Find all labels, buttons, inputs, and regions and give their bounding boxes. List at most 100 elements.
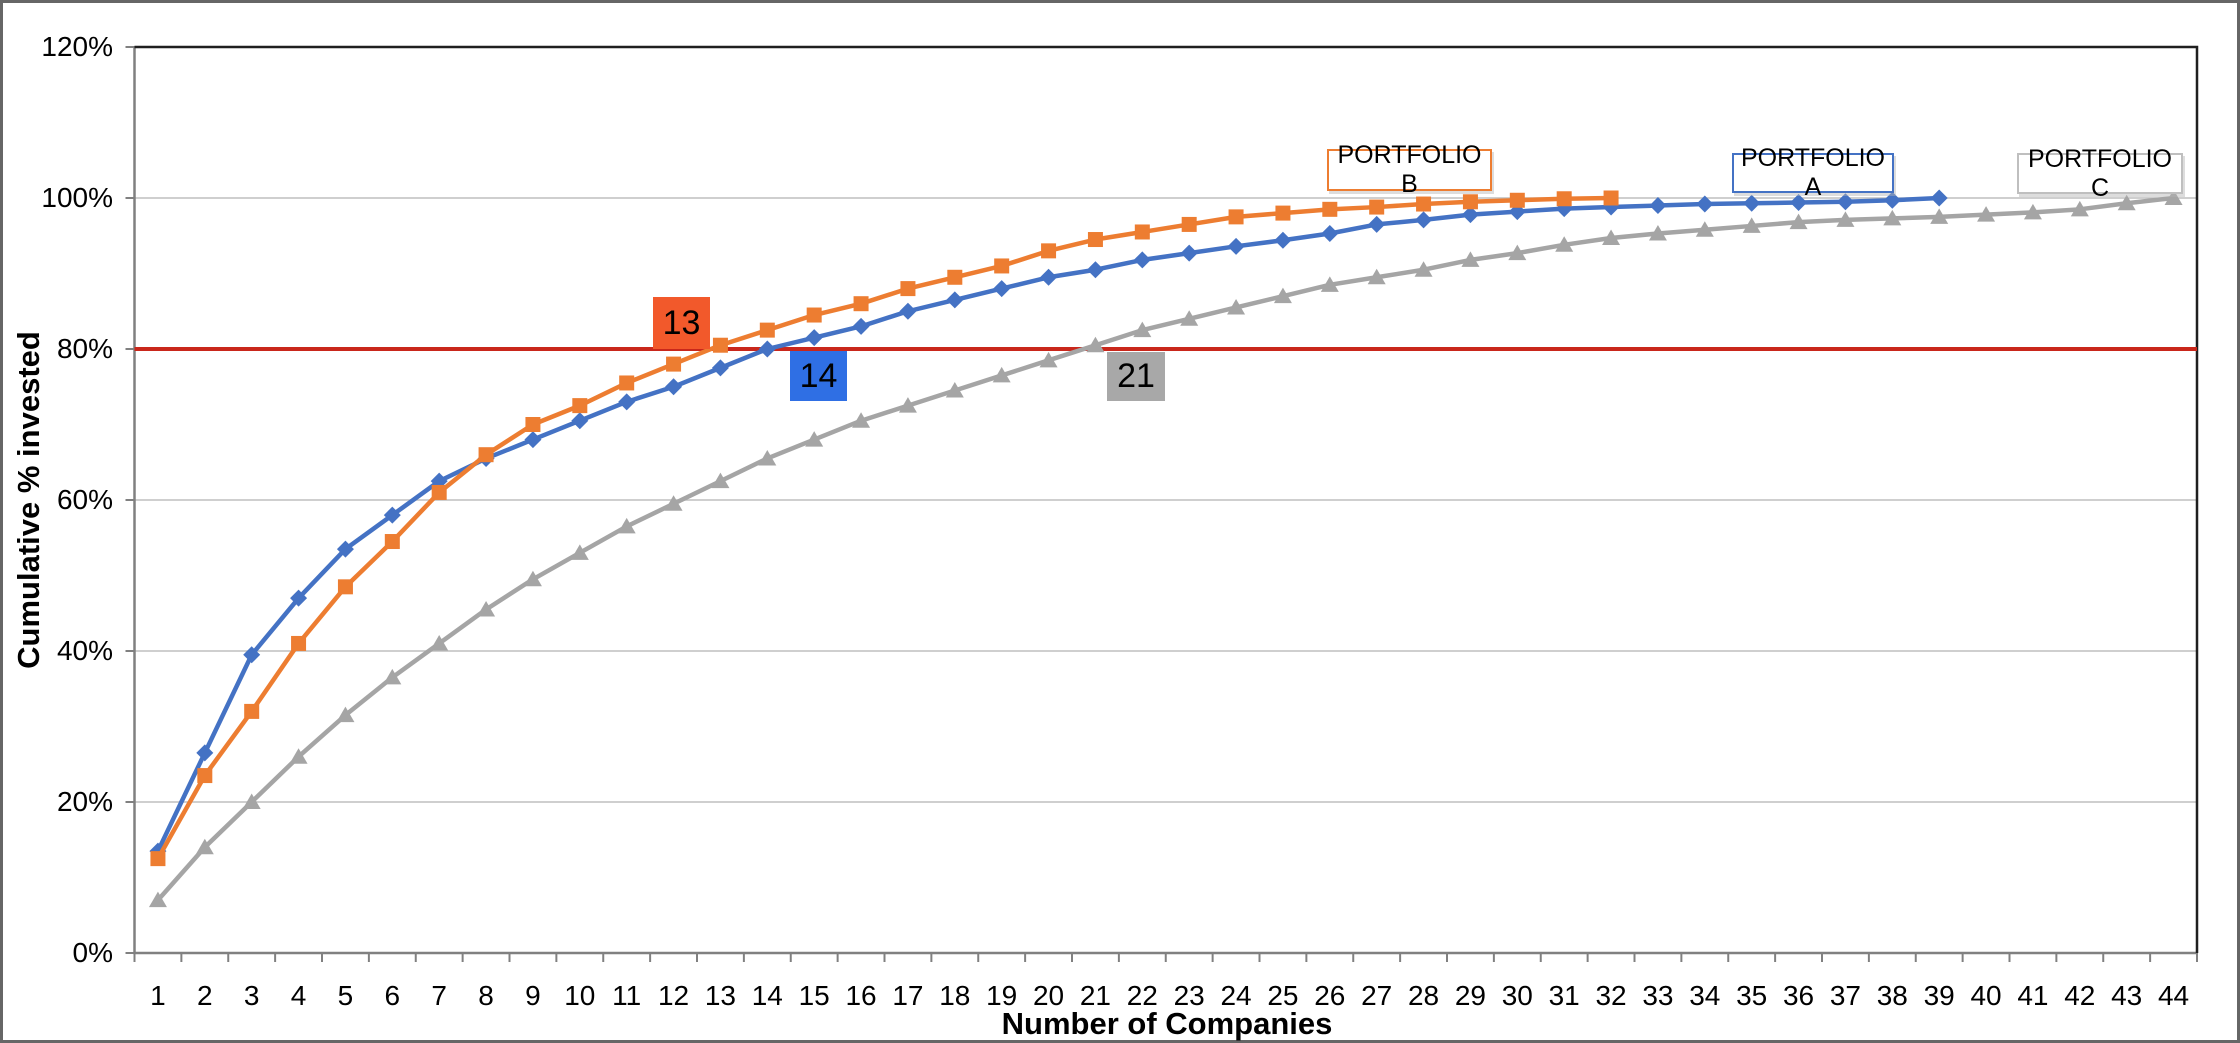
y-tick-label: 20% xyxy=(56,786,113,817)
x-tick-label: 41 xyxy=(2017,980,2049,1011)
series-line-portfolio-b xyxy=(155,195,1612,860)
square-marker xyxy=(806,307,822,323)
square-marker xyxy=(619,375,635,391)
x-tick-label: 2 xyxy=(197,980,213,1011)
square-marker xyxy=(1087,232,1103,248)
square-marker xyxy=(572,398,588,414)
triangle-marker xyxy=(477,600,496,617)
square-marker xyxy=(1509,192,1525,208)
triangle-marker xyxy=(1508,244,1527,261)
triangle-marker xyxy=(1414,261,1433,277)
diamond-marker xyxy=(383,506,401,524)
square-marker xyxy=(431,484,447,500)
square-marker xyxy=(1322,201,1338,217)
triangle-marker xyxy=(1555,236,1574,252)
triangle-marker xyxy=(945,382,964,398)
diamond-marker xyxy=(1696,195,1714,213)
triangle-marker xyxy=(2164,189,2183,205)
diamond-marker xyxy=(1930,189,1948,207)
square-marker xyxy=(1275,205,1291,221)
diamond-marker xyxy=(946,291,964,309)
triangle-marker xyxy=(992,366,1011,383)
diamond-marker xyxy=(758,340,776,358)
y-tick-label: 0% xyxy=(72,937,113,968)
triangle-marker xyxy=(523,570,542,587)
x-tick-label: 33 xyxy=(1642,980,1674,1011)
y-tick-label: 60% xyxy=(56,484,113,515)
triangle-marker xyxy=(1320,276,1339,292)
x-tick-label: 14 xyxy=(751,980,783,1011)
x-tick-label: 7 xyxy=(431,980,447,1011)
square-marker xyxy=(384,534,400,550)
x-axis-title: Number of Companies xyxy=(1001,1006,1333,1041)
diamond-marker xyxy=(899,302,917,320)
annotation-portfolio-c-80pct: 21 xyxy=(1107,352,1165,401)
triangle-marker xyxy=(1273,287,1292,304)
x-tick-label: 30 xyxy=(1501,980,1533,1011)
diamond-marker xyxy=(711,359,729,377)
diamond-marker xyxy=(196,744,214,762)
square-marker xyxy=(712,337,728,353)
x-tick-label: 44 xyxy=(2157,980,2190,1011)
x-tick-label: 25 xyxy=(1267,980,1299,1011)
x-tick-label: 34 xyxy=(1689,980,1721,1011)
legend-portfolio-a: PORTFOLIO A xyxy=(1732,144,1894,201)
square-marker xyxy=(244,703,260,719)
triangle-marker xyxy=(2023,203,2042,220)
x-tick-label: 37 xyxy=(1829,980,1862,1011)
triangle-marker xyxy=(898,397,917,413)
diamond-marker xyxy=(805,329,823,347)
diamond-marker xyxy=(1743,194,1761,212)
triangle-marker xyxy=(1836,211,1855,227)
triangle-marker xyxy=(805,431,824,447)
x-tick-label: 12 xyxy=(657,980,690,1011)
triangle-marker xyxy=(1227,298,1246,315)
triangle-marker xyxy=(711,472,730,489)
annotation-portfolio-b-80pct: 13 xyxy=(653,297,710,349)
x-tick-label: 32 xyxy=(1595,980,1627,1011)
triangle-marker xyxy=(852,412,871,428)
square-marker xyxy=(525,417,541,432)
y-tick-label: 40% xyxy=(56,635,113,666)
square-marker xyxy=(1041,243,1057,259)
x-tick-label: 42 xyxy=(2064,980,2096,1011)
triangle-marker xyxy=(758,449,777,466)
x-tick-label: 26 xyxy=(1314,980,1346,1011)
x-tick-label: 24 xyxy=(1220,980,1252,1011)
diamond-marker xyxy=(1415,211,1433,229)
triangle-marker xyxy=(1133,321,1152,338)
triangle-marker xyxy=(242,793,261,809)
triangle-marker xyxy=(2070,200,2089,217)
x-tick-label: 4 xyxy=(290,980,307,1011)
square-marker xyxy=(1603,190,1619,206)
x-tick-label: 8 xyxy=(478,980,494,1011)
triangle-marker xyxy=(1883,209,1902,226)
x-tick-label: 13 xyxy=(704,980,737,1011)
square-marker xyxy=(150,851,166,867)
plot-border xyxy=(134,45,2199,953)
y-tick-label: 120% xyxy=(41,31,113,62)
diamond-marker xyxy=(243,646,261,664)
x-tick-label: 36 xyxy=(1782,980,1815,1011)
x-tick-label: 15 xyxy=(798,980,830,1011)
diamond-marker xyxy=(1274,231,1292,249)
triangle-marker xyxy=(570,544,589,560)
diamond-marker xyxy=(1321,224,1339,242)
x-tick-label: 16 xyxy=(845,980,877,1011)
diamond-marker xyxy=(1461,206,1479,224)
diamond-marker xyxy=(1368,215,1386,233)
diamond-marker xyxy=(852,317,870,335)
square-marker xyxy=(1369,199,1385,215)
square-marker xyxy=(478,447,494,463)
x-tick-label: 27 xyxy=(1361,980,1393,1011)
triangle-marker xyxy=(1930,208,1949,224)
legend-portfolio-c: PORTFOLIO C xyxy=(2017,145,2183,202)
triangle-marker xyxy=(1461,251,1480,267)
x-tick-label: 21 xyxy=(1079,980,1112,1011)
x-tick-label: 31 xyxy=(1548,980,1580,1011)
x-tick-label: 3 xyxy=(243,980,260,1011)
triangle-marker xyxy=(1367,268,1386,285)
triangle-marker xyxy=(1695,221,1714,237)
square-marker xyxy=(900,281,916,297)
